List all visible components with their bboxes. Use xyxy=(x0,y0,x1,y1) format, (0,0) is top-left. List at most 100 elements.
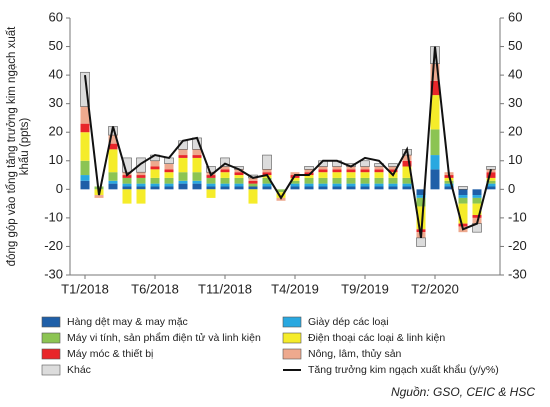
bar-segment xyxy=(416,195,426,198)
legend-label: Hàng dệt may & may mặc xyxy=(67,316,188,328)
bar-segment xyxy=(150,169,160,178)
bar-segment xyxy=(374,166,384,170)
bar-segment xyxy=(248,186,258,190)
y-tick-label: -20 xyxy=(44,238,63,253)
bar-segment xyxy=(178,183,188,190)
bar-segment xyxy=(318,169,328,173)
y-tick-label: 60 xyxy=(49,9,63,24)
bar-segment xyxy=(150,166,160,170)
y-tick-label: -10 xyxy=(44,209,63,224)
bar-segment xyxy=(234,175,244,178)
bar-segment xyxy=(276,192,286,198)
bar-segment xyxy=(192,157,202,173)
bar-segment xyxy=(178,172,188,181)
bar-segment xyxy=(136,175,146,178)
bar-segment xyxy=(458,195,468,198)
y-axis-title-line: đóng góp vào tổng tăng trưởng kim ngạch … xyxy=(6,26,18,266)
bar-segment xyxy=(458,197,468,204)
bar-segment xyxy=(374,186,384,190)
bar-segment xyxy=(360,160,370,167)
y-tick-label: 30 xyxy=(49,95,63,110)
bar-segment xyxy=(332,172,342,178)
bar-segment xyxy=(206,186,216,190)
bar-segment xyxy=(332,186,342,190)
bar-segment xyxy=(122,183,132,187)
x-tick-label: T1/2018 xyxy=(61,281,109,296)
y-tick-label: 40 xyxy=(49,67,63,82)
bar-segment xyxy=(276,189,286,193)
bar-segment xyxy=(178,155,188,158)
bar-segment xyxy=(192,172,202,181)
bar-segment xyxy=(388,163,398,167)
bar-segment xyxy=(206,166,216,173)
bar-segment xyxy=(248,189,258,204)
bar-segment xyxy=(136,172,146,176)
bar-segment xyxy=(234,186,244,190)
bar-segment xyxy=(444,177,454,181)
bar-segment xyxy=(416,206,426,230)
legend-swatch xyxy=(282,332,302,344)
bar-segment xyxy=(388,169,398,173)
bar-segment xyxy=(178,157,188,173)
bar-segment xyxy=(486,183,496,187)
bar-segment xyxy=(234,183,244,187)
legend-swatch xyxy=(282,348,302,360)
y2-tick-label: 50 xyxy=(508,38,522,53)
bar-segment xyxy=(388,183,398,187)
bar-segment xyxy=(458,223,468,227)
bar-segment xyxy=(262,183,272,187)
legend-label: Máy móc & thiết bị xyxy=(67,348,153,360)
bar-segment xyxy=(80,160,90,176)
bar-segment xyxy=(234,172,244,176)
bar-segment xyxy=(346,186,356,190)
bar-segment xyxy=(164,177,174,184)
bar-segment xyxy=(402,186,412,190)
bar-segment xyxy=(290,172,300,176)
bar-segment xyxy=(122,175,132,178)
bar-segment xyxy=(444,183,454,187)
bar-segment xyxy=(234,169,244,173)
bar-segment xyxy=(332,183,342,187)
bar-segment xyxy=(150,183,160,187)
bar-segment xyxy=(304,186,314,190)
bar-segment xyxy=(402,155,412,161)
bar-segment xyxy=(304,169,314,173)
bar-segment xyxy=(80,132,90,161)
y2-tick-label: -20 xyxy=(508,238,527,253)
bar-segment xyxy=(486,180,496,184)
bar-segment xyxy=(136,186,146,190)
bar-segment xyxy=(346,172,356,178)
bar-segment xyxy=(164,183,174,187)
bar-segment xyxy=(304,183,314,187)
bar-segment xyxy=(472,215,482,218)
bar-segment xyxy=(388,186,398,190)
bar-segment xyxy=(360,172,370,178)
bar-segment xyxy=(290,186,300,190)
bar-segment xyxy=(290,180,300,184)
bar-segment xyxy=(150,186,160,190)
bar-segment xyxy=(108,183,118,190)
bar-segment xyxy=(80,123,90,133)
y2-tick-label: -30 xyxy=(508,266,527,281)
bar-segment xyxy=(178,149,188,156)
bar-segment xyxy=(164,163,174,170)
y-tick-label: 10 xyxy=(49,152,63,167)
bar-segment xyxy=(108,135,118,144)
bar-segment xyxy=(108,172,118,181)
bar-segment xyxy=(80,106,90,124)
bar-segment xyxy=(262,186,272,190)
y2-tick-label: -10 xyxy=(508,209,527,224)
bar-segment xyxy=(346,166,356,170)
bar-segment xyxy=(472,203,482,216)
bar-segment xyxy=(346,177,356,184)
bar-segment xyxy=(486,166,496,170)
legend-label: Tăng trưởng kim ngạch xuất khẩu (y/y%) xyxy=(308,364,499,376)
legend-swatch xyxy=(41,348,61,360)
bar-segment xyxy=(458,186,468,190)
bar-segment xyxy=(416,197,426,207)
bar-segment xyxy=(94,195,104,198)
x-tick-label: T6/2018 xyxy=(131,281,179,296)
y2-tick-label: 20 xyxy=(508,124,522,139)
bar-segment xyxy=(430,80,440,96)
bar-segment xyxy=(304,175,314,178)
